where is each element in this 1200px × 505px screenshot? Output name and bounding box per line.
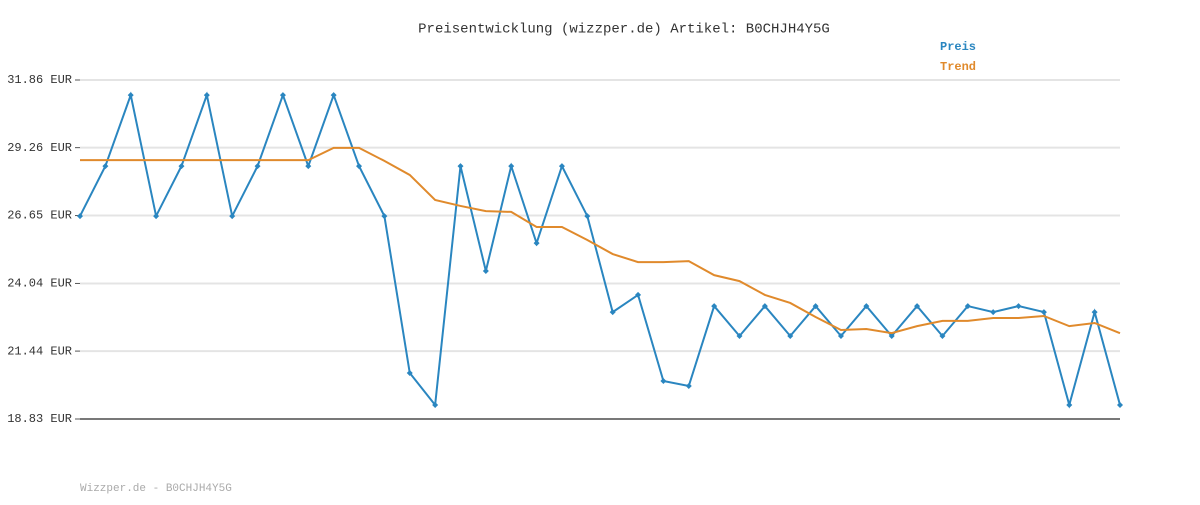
point-marker [1040, 309, 1047, 316]
y-tick-label: 18.83 EUR [7, 412, 72, 426]
point-marker [990, 309, 997, 316]
point-marker [1066, 401, 1073, 408]
point-marker [533, 240, 540, 247]
footer: Wizzper.de - B0CHJH4Y5G [80, 483, 232, 495]
point-marker [888, 333, 895, 340]
point-marker [77, 213, 83, 220]
point-marker [457, 163, 464, 170]
point-marker [711, 303, 718, 310]
y-tick-label: 29.26 EUR [7, 141, 72, 155]
y-tick-label: 24.04 EUR [7, 277, 72, 291]
chart-title: Preisentwicklung (wizzper.de) Artikel: B… [418, 22, 830, 38]
point-marker [356, 163, 363, 170]
y-tick-label: 31.86 EUR [7, 73, 72, 87]
point-marker [178, 163, 185, 170]
point-marker [381, 213, 388, 220]
point-marker [406, 369, 413, 376]
point-marker [432, 401, 439, 408]
point-marker [787, 333, 794, 340]
point-marker [558, 163, 565, 170]
point-marker [254, 163, 261, 170]
point-marker [914, 303, 921, 310]
point-marker [305, 163, 312, 170]
point-marker [102, 163, 109, 170]
point-marker [939, 333, 946, 340]
point-marker [685, 382, 692, 389]
point-marker [153, 213, 160, 220]
point-marker [279, 92, 286, 99]
line [80, 146, 1121, 335]
point-marker [482, 267, 489, 274]
point-marker [203, 92, 210, 99]
point-marker [837, 333, 844, 340]
point-marker [330, 92, 337, 99]
point-marker [508, 163, 515, 170]
point-marker [660, 378, 667, 385]
point-marker [1015, 303, 1022, 310]
point-marker [761, 303, 768, 310]
point-marker [863, 303, 870, 310]
point-marker [229, 213, 236, 220]
point-marker [584, 213, 591, 220]
point-marker [609, 309, 616, 316]
line [79, 91, 1121, 409]
legend-label: Preis [940, 40, 976, 54]
point-marker [736, 333, 743, 340]
point-marker [635, 291, 642, 298]
legend-label: Trend [940, 60, 976, 74]
point-marker [1117, 401, 1123, 408]
point-marker [1091, 309, 1098, 316]
y-tick-label: 26.65 EUR [7, 209, 72, 223]
point-marker [127, 92, 134, 99]
point-marker [812, 303, 819, 310]
point-marker [964, 303, 971, 310]
y-tick-label: 21.44 EUR [7, 344, 72, 358]
